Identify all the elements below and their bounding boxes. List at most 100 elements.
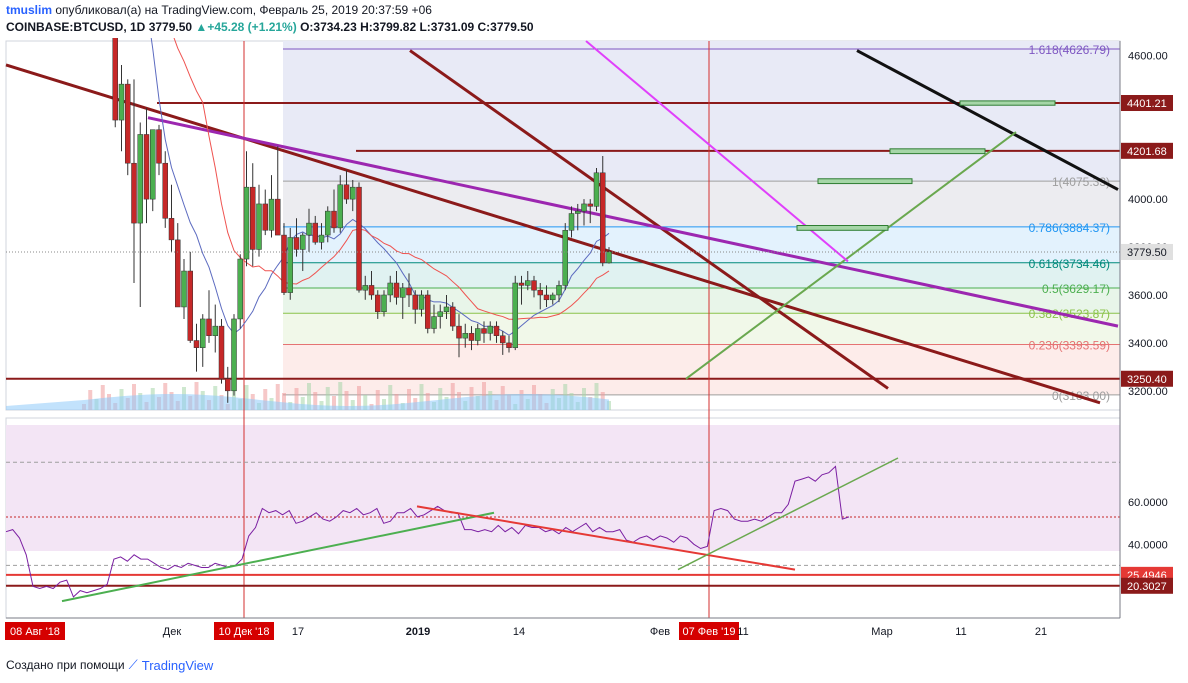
candle-body — [575, 210, 581, 214]
osc-tick-label: 40.0000 — [1128, 539, 1168, 551]
username[interactable]: tmuslim — [6, 3, 53, 17]
candle-body — [568, 213, 575, 231]
volume-bar — [394, 394, 399, 410]
footer: Создано при помощи ⟋ TradingView — [6, 657, 213, 673]
candle-body — [325, 210, 331, 236]
candle-body — [487, 325, 493, 334]
candle-body — [118, 83, 125, 121]
trendline-dark-red — [5, 63, 1101, 405]
candle-body — [225, 378, 231, 392]
volume-bar — [407, 389, 411, 410]
volume-bar — [294, 388, 299, 410]
marked-date-label: 08 Авг '18 — [10, 626, 60, 638]
candle-body — [262, 203, 268, 231]
volume-bar — [350, 400, 355, 410]
axes: 4600.004400.004200.004000.003800.003600.… — [5, 41, 1173, 640]
volume-bar — [344, 391, 349, 410]
candle-body — [456, 325, 462, 339]
candle-body — [418, 294, 425, 310]
resistance-box — [889, 148, 986, 155]
time-tick-label: 21 — [1035, 626, 1047, 638]
osc-trendline-gray-green — [677, 457, 899, 571]
candle-body — [400, 287, 406, 298]
ma-line-magenta-segment — [585, 40, 849, 263]
candle-body — [381, 294, 387, 313]
candle-body — [200, 318, 206, 348]
candle-body — [362, 285, 368, 291]
volume-bar — [388, 385, 393, 410]
osc-trendline-green — [61, 511, 495, 603]
candle-body — [443, 306, 450, 313]
level-badge-label: 4201.68 — [1127, 146, 1167, 158]
candle-body — [368, 285, 375, 296]
candle-body — [343, 184, 350, 200]
fib-zone — [283, 313, 1120, 345]
osc-level-label: 20.3027 — [1127, 581, 1167, 593]
up-arrow-icon: ▲ — [195, 20, 208, 34]
ma-line-red — [173, 38, 610, 320]
level-badge — [1121, 95, 1173, 112]
marked-date-badge — [214, 622, 274, 640]
candle-body — [193, 340, 200, 348]
tradingview-logo-icon[interactable]: ⟋ — [128, 657, 138, 672]
current-price-label: 3779.50 — [1127, 247, 1167, 259]
volume-bar — [325, 387, 330, 410]
candle-body — [412, 294, 418, 310]
volume-bar — [307, 383, 311, 410]
candle-body — [531, 280, 537, 291]
candle-body — [150, 129, 156, 200]
current-price-badge — [1121, 243, 1173, 260]
candle-body — [218, 325, 225, 380]
footer-created: Создано при помощи — [6, 658, 125, 672]
fib-zone — [283, 48, 1120, 182]
candle-body — [293, 237, 300, 250]
candle-body — [175, 239, 181, 308]
price-tick-label: 4000.00 — [1128, 194, 1168, 206]
volume-bar — [332, 396, 336, 410]
resistance-box — [959, 100, 1056, 106]
osc-trendline-red — [416, 505, 796, 571]
candle-body — [250, 186, 256, 250]
volume-bar — [594, 383, 599, 410]
candle-body — [231, 318, 237, 392]
time-tick-label: 11 — [737, 626, 748, 638]
candle-body — [468, 333, 475, 341]
trendline-black — [856, 49, 1119, 191]
candle-body — [268, 198, 275, 231]
candle-body — [237, 258, 243, 320]
resistance-box — [817, 178, 913, 185]
candle-body — [506, 342, 512, 348]
candle-body — [281, 234, 287, 293]
candle-body — [556, 285, 562, 296]
candle-body — [162, 162, 168, 219]
volume-bar — [300, 397, 305, 410]
candle-body — [393, 282, 400, 298]
volume-bar — [450, 383, 455, 410]
oscillator-band — [6, 425, 1120, 551]
price-tick-label: 4600.00 — [1128, 50, 1168, 62]
candle-body — [550, 294, 556, 301]
volume-bar — [338, 382, 343, 410]
last-price: 3779.50 — [148, 20, 193, 34]
trendline-dark-red-steep — [409, 49, 889, 390]
candle-body — [437, 311, 443, 317]
fib-zone — [283, 181, 1120, 227]
candle-body — [518, 282, 525, 286]
candle-body — [181, 270, 187, 308]
symbol: COINBASE:BTCUSD, 1D — [6, 20, 146, 34]
fib-level-label: 0.236(3393.59) — [1029, 338, 1110, 352]
volume-bar — [313, 392, 318, 410]
candle-body — [425, 294, 431, 329]
candle-body — [512, 282, 518, 348]
footer-brand[interactable]: TradingView — [141, 657, 214, 673]
trend-lines — [5, 38, 1120, 618]
ohlc-values: O:3734.23 H:3799.82 L:3731.09 C:3779.50 — [300, 20, 534, 34]
header-line-1: tmuslim опубликовал(а) на TradingView.co… — [6, 3, 432, 17]
level-badge — [1121, 142, 1173, 159]
candle-body — [475, 328, 481, 341]
candle-body — [156, 129, 162, 164]
chart-area[interactable]: 1.618(4626.79)1(4075.33)0.786(3884.37)0.… — [0, 38, 1188, 683]
candle-body — [375, 294, 381, 313]
candle-body — [537, 289, 543, 296]
candle-body — [318, 234, 325, 243]
